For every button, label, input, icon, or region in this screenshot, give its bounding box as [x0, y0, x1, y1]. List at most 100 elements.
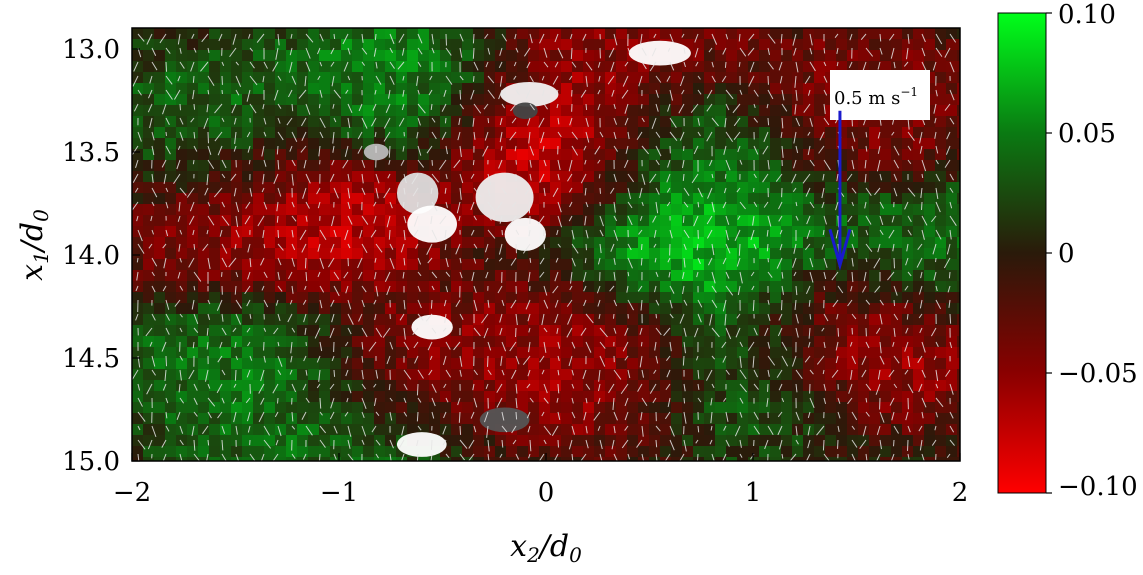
velocity-vector: [375, 34, 376, 40]
heatmap-cell: [572, 116, 584, 128]
heatmap-cell: [594, 347, 606, 359]
heatmap-cell: [935, 336, 947, 348]
heatmap-cell: [869, 314, 881, 326]
heatmap-cell: [902, 215, 914, 227]
velocity-vector: [193, 76, 194, 83]
heatmap-cell: [407, 380, 419, 392]
heatmap-cell: [264, 105, 276, 117]
heatmap-cell: [176, 270, 188, 282]
heatmap-cell: [143, 248, 155, 260]
heatmap-cell: [231, 325, 243, 337]
heatmap-cell: [792, 270, 804, 282]
velocity-vector: [249, 160, 250, 164]
heatmap-cell: [847, 281, 859, 293]
x-axis-label: x2/d0: [510, 529, 582, 567]
heatmap-cell: [528, 28, 540, 40]
heatmap-cell: [924, 314, 936, 326]
heatmap-cell: [924, 457, 936, 469]
heatmap-cell: [253, 204, 265, 216]
heatmap-cell: [792, 336, 804, 348]
heatmap-cell: [396, 391, 408, 403]
heatmap-cell: [330, 171, 342, 183]
heatmap-cell: [198, 457, 210, 469]
heatmap-cell: [891, 204, 903, 216]
heatmap-cell: [935, 457, 947, 469]
heatmap-cell: [737, 402, 749, 414]
heatmap-cell: [781, 171, 793, 183]
velocity-vector: [781, 300, 782, 310]
heatmap-cell: [682, 303, 694, 315]
heatmap-cell: [374, 457, 386, 469]
heatmap-cell: [561, 303, 573, 315]
heatmap-cell: [132, 413, 144, 425]
heatmap-cell: [583, 281, 595, 293]
heatmap-cell: [836, 303, 848, 315]
heatmap-cell: [605, 193, 617, 205]
heatmap-cell: [770, 358, 782, 370]
heatmap-cell: [352, 182, 364, 194]
heatmap-cell: [649, 413, 661, 425]
heatmap-cell: [176, 215, 188, 227]
heatmap-cell: [946, 292, 958, 304]
heatmap-cell: [935, 424, 947, 436]
heatmap-cell: [352, 270, 364, 282]
heatmap-cell: [946, 281, 958, 293]
heatmap-cell: [264, 226, 276, 238]
heatmap-cell: [924, 28, 936, 40]
heatmap-cell: [462, 39, 474, 51]
heatmap-cell: [957, 127, 969, 139]
heatmap-cell: [319, 215, 331, 227]
heatmap-cell: [330, 336, 342, 348]
heatmap-cell: [396, 457, 408, 469]
heatmap-cell: [880, 248, 892, 260]
heatmap-cell: [583, 226, 595, 238]
heatmap-cell: [704, 358, 716, 370]
heatmap-cell: [594, 138, 606, 150]
heatmap-cell: [946, 325, 958, 337]
heatmap-cell: [319, 193, 331, 205]
heatmap-cell: [264, 413, 276, 425]
heatmap-cell: [891, 138, 903, 150]
heatmap-cell: [561, 336, 573, 348]
heatmap-cell: [814, 336, 826, 348]
heatmap-cell: [704, 336, 716, 348]
heatmap-cell: [308, 347, 320, 359]
heatmap-cell: [671, 149, 683, 161]
heatmap-cell: [781, 435, 793, 447]
heatmap-cell: [616, 116, 628, 128]
velocity-vector: [194, 244, 195, 250]
heatmap-cell: [275, 61, 287, 73]
heatmap-cell: [473, 39, 485, 51]
heatmap-cell: [242, 380, 254, 392]
velocity-vector: [460, 426, 461, 435]
heatmap-cell: [935, 94, 947, 106]
heatmap-cell: [583, 105, 595, 117]
heatmap-cell: [770, 116, 782, 128]
heatmap-cell: [297, 259, 309, 271]
bubble-patch: [629, 41, 691, 66]
heatmap-cell: [627, 391, 639, 403]
heatmap-cell: [693, 138, 705, 150]
heatmap-cell: [187, 281, 199, 293]
heatmap-cell: [770, 226, 782, 238]
heatmap-cell: [803, 215, 815, 227]
heatmap-cell: [924, 435, 936, 447]
heatmap-cell: [924, 259, 936, 271]
heatmap-cell: [165, 347, 177, 359]
heatmap-cell: [935, 314, 947, 326]
velocity-vector: [319, 104, 320, 108]
heatmap-cell: [385, 303, 397, 315]
heatmap-cell: [429, 61, 441, 73]
heatmap-cell: [561, 50, 573, 62]
heatmap-cell: [649, 336, 661, 348]
heatmap-cell: [704, 182, 716, 194]
velocity-vector: [194, 104, 195, 110]
heatmap-cell: [451, 281, 463, 293]
heatmap-cell: [473, 314, 485, 326]
heatmap-cell: [715, 413, 727, 425]
heatmap-cell: [231, 149, 243, 161]
heatmap-cell: [539, 72, 551, 84]
heatmap-cell: [924, 39, 936, 51]
heatmap-cell: [528, 50, 540, 62]
heatmap-cell: [264, 237, 276, 249]
